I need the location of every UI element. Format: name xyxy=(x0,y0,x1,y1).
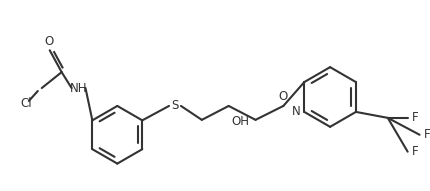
Text: F: F xyxy=(424,128,430,141)
Text: S: S xyxy=(171,100,179,112)
Text: NH: NH xyxy=(70,82,87,95)
Text: N: N xyxy=(292,105,300,118)
Text: O: O xyxy=(279,91,288,104)
Text: O: O xyxy=(44,35,53,48)
Text: F: F xyxy=(412,111,418,124)
Text: OH: OH xyxy=(232,115,250,128)
Text: F: F xyxy=(412,145,418,158)
Text: Cl: Cl xyxy=(20,97,31,110)
